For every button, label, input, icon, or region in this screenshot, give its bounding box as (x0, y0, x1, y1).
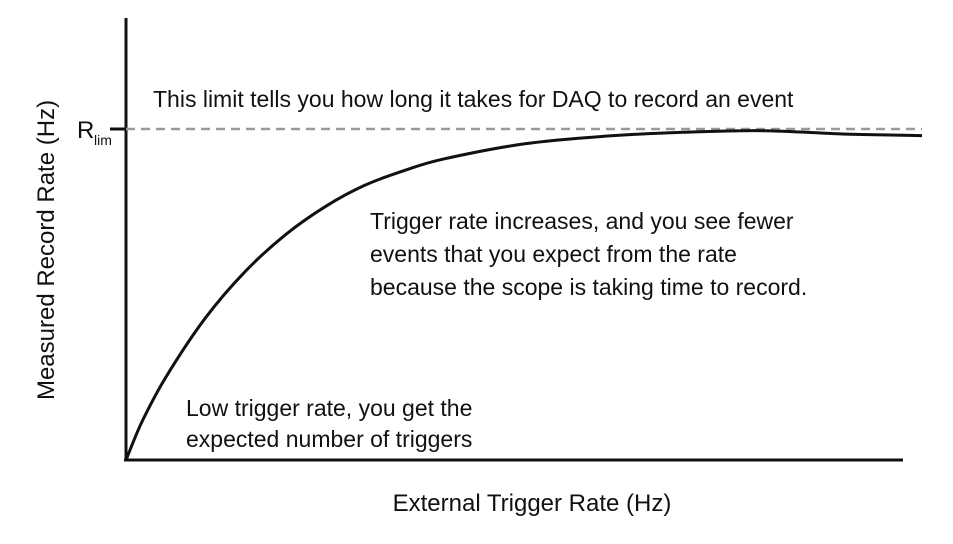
annotation-middle-line-3: because the scope is taking time to reco… (370, 274, 807, 300)
limit-label: R (77, 117, 94, 144)
annotations: This limit tells you how long it takes f… (153, 86, 807, 452)
annotation-middle-line-1: Trigger rate increases, and you see fewe… (370, 208, 794, 234)
annotation-low-line-2: expected number of triggers (186, 426, 472, 452)
limit-label-main: R (77, 117, 94, 144)
series-curve (124, 129, 923, 461)
limit-label-subscript: lim (94, 132, 112, 148)
annotation-limit-line-1: This limit tells you how long it takes f… (153, 86, 794, 112)
annotation-low-line-1: Low trigger rate, you get the (186, 395, 472, 421)
y-axis-label: Measured Record Rate (Hz) (33, 100, 60, 400)
x-axis-label: External Trigger Rate (Hz) (393, 490, 672, 517)
annotation-middle-line-2: events that you expect from the rate (370, 241, 737, 267)
